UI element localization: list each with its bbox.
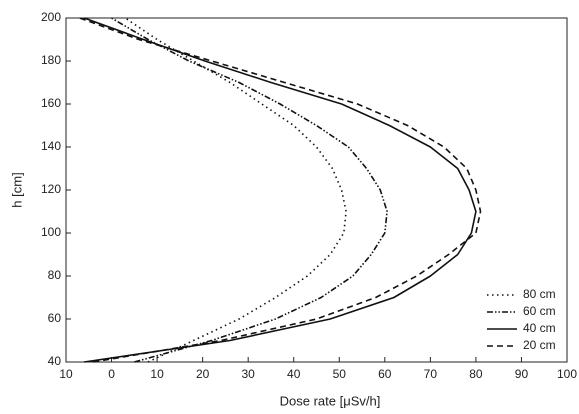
x-tick-label: 90 [515,367,529,381]
y-tick-label: 60 [48,311,62,325]
x-tick-label: 20 [196,367,210,381]
y-tick-label: 140 [41,139,61,153]
x-tick-label: 30 [242,367,256,381]
x-tick-label: 80 [469,367,483,381]
legend-label: 60 cm [523,304,556,318]
y-tick-label: 100 [41,225,61,239]
legend-label: 20 cm [523,338,556,352]
y-tick-label: 80 [48,268,62,282]
x-axis-label: Dose rate [μSv/h] [280,393,381,408]
x-tick-label: 0 [108,367,115,381]
y-axis-label: h [cm] [9,172,24,207]
x-tick-label: 60 [378,367,392,381]
x-tick-label: 10 [150,367,164,381]
x-tick-label: 100 [557,367,577,381]
legend-label: 40 cm [523,321,556,335]
plot-frame [65,17,568,363]
x-tick-label: 10 [59,367,73,381]
line-series [79,17,482,363]
x-tick-label: 50 [333,367,347,381]
y-tick-label: 120 [41,182,61,196]
y-tick-label: 40 [48,354,62,368]
line-series [83,17,477,363]
line-series [124,17,347,363]
x-tick-label: 70 [424,367,438,381]
legend-label: 80 cm [523,287,556,301]
x-tick-label: 40 [287,367,301,381]
y-tick-label: 200 [41,10,61,24]
y-tick-label: 160 [41,96,61,110]
line-series [111,17,388,363]
y-tick-label: 180 [41,53,61,67]
